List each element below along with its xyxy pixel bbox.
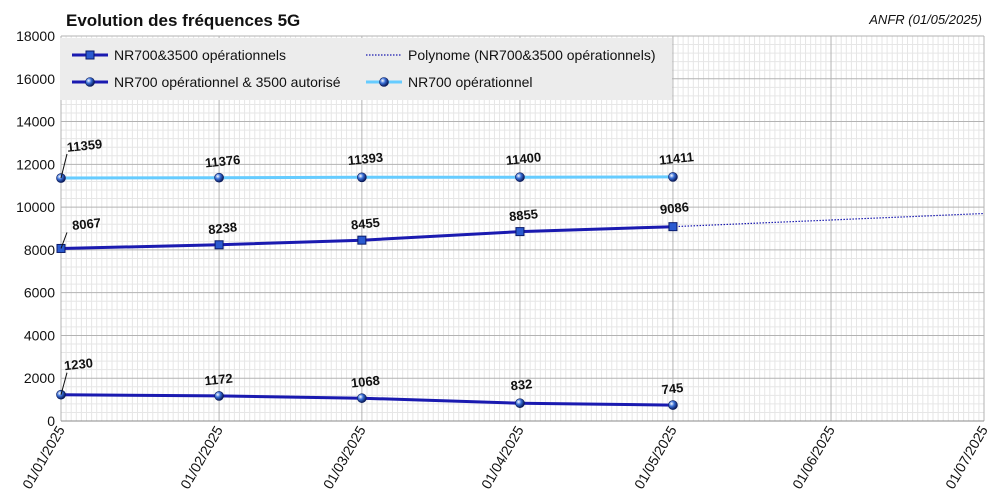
data-label: 832 bbox=[510, 376, 533, 393]
source-note: ANFR (01/05/2025) bbox=[868, 12, 982, 27]
x-tick-label: 01/03/2025 bbox=[320, 423, 369, 492]
y-tick-label: 8000 bbox=[24, 242, 55, 258]
data-label: 8238 bbox=[207, 219, 237, 237]
x-axis-ticks: 01/01/2025 01/02/2025 01/03/2025 01/04/2025… bbox=[19, 423, 991, 492]
legend-marker bbox=[85, 77, 95, 87]
legend-marker bbox=[85, 50, 95, 60]
series-layer bbox=[56, 172, 985, 410]
data-label: 1068 bbox=[350, 373, 380, 391]
series-marker bbox=[515, 398, 525, 409]
series-marker bbox=[214, 240, 224, 250]
series-marker bbox=[668, 222, 678, 232]
series-marker bbox=[357, 235, 367, 245]
x-tick-label: 01/06/2025 bbox=[789, 423, 838, 492]
data-label-leader bbox=[60, 232, 68, 249]
data-label: 11376 bbox=[204, 152, 241, 171]
data-label: 745 bbox=[661, 380, 684, 397]
legend-marker bbox=[379, 77, 389, 87]
y-axis-ticks: 0 2000 4000 6000 8000 10000 12000 14000 16000 180… bbox=[16, 28, 55, 429]
data-labels: 8067 8238 8455 8855 9086 1230 1172 1068 832 745 11… bbox=[60, 136, 695, 397]
y-tick-label: 14000 bbox=[16, 114, 55, 130]
x-tick-label: 01/04/2025 bbox=[478, 423, 527, 492]
y-tick-label: 6000 bbox=[24, 285, 55, 301]
legend-label: Polynome (NR700&3500 opérationnels) bbox=[408, 47, 655, 63]
data-label: 1172 bbox=[204, 371, 234, 389]
series-line-2 bbox=[60, 175, 673, 180]
y-tick-label: 18000 bbox=[16, 28, 55, 44]
x-tick-label: 01/05/2025 bbox=[631, 423, 680, 492]
data-label: 8455 bbox=[350, 215, 380, 233]
legend-label: NR700&3500 opérationnels bbox=[114, 47, 286, 63]
y-tick-label: 10000 bbox=[16, 199, 55, 215]
data-label: 11359 bbox=[66, 136, 103, 155]
series-marker bbox=[357, 172, 367, 183]
series-marker bbox=[668, 172, 678, 182]
data-label: 11393 bbox=[347, 150, 384, 169]
x-tick-label: 01/07/2025 bbox=[942, 423, 991, 492]
data-label: 9086 bbox=[659, 199, 689, 217]
legend-background bbox=[60, 38, 672, 100]
data-label: 11400 bbox=[505, 149, 542, 168]
minor-gridlines bbox=[61, 36, 984, 421]
data-label: 1230 bbox=[63, 355, 93, 373]
y-tick-label: 12000 bbox=[16, 156, 55, 172]
series-marker bbox=[214, 391, 224, 401]
legend-label: NR700 opérationnel & 3500 autorisé bbox=[114, 74, 341, 90]
x-tick-label: 01/01/2025 bbox=[19, 423, 68, 492]
data-label: 11411 bbox=[658, 149, 694, 168]
legend: NR700&3500 opérationnels Polynome (NR700&… bbox=[60, 38, 672, 100]
series-marker bbox=[668, 400, 678, 410]
y-tick-label: 4000 bbox=[24, 327, 55, 343]
x-tick-label: 01/02/2025 bbox=[177, 423, 226, 492]
chart-title: Evolution des fréquences 5G bbox=[66, 11, 300, 30]
data-label: 8855 bbox=[508, 206, 538, 224]
y-tick-label: 0 bbox=[47, 413, 55, 429]
y-tick-label: 16000 bbox=[16, 71, 55, 87]
series-marker bbox=[214, 172, 224, 183]
polynome-trendline bbox=[60, 212, 985, 250]
legend-label: NR700 opérationnel bbox=[408, 74, 533, 90]
series-marker bbox=[515, 227, 525, 237]
series-marker bbox=[357, 393, 367, 403]
data-label-leader bbox=[60, 372, 68, 395]
data-label-leader bbox=[60, 153, 68, 179]
series-marker bbox=[515, 172, 525, 182]
data-label: 8067 bbox=[71, 215, 101, 233]
y-tick-label: 2000 bbox=[24, 370, 55, 386]
